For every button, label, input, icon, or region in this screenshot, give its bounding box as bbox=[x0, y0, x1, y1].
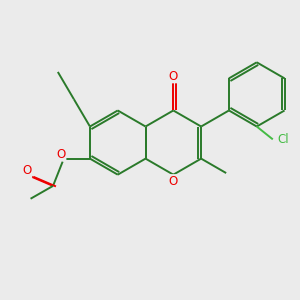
Text: O: O bbox=[56, 148, 66, 161]
Text: O: O bbox=[169, 70, 178, 83]
Text: O: O bbox=[169, 175, 178, 188]
Text: Cl: Cl bbox=[277, 133, 289, 146]
Text: O: O bbox=[22, 164, 32, 177]
